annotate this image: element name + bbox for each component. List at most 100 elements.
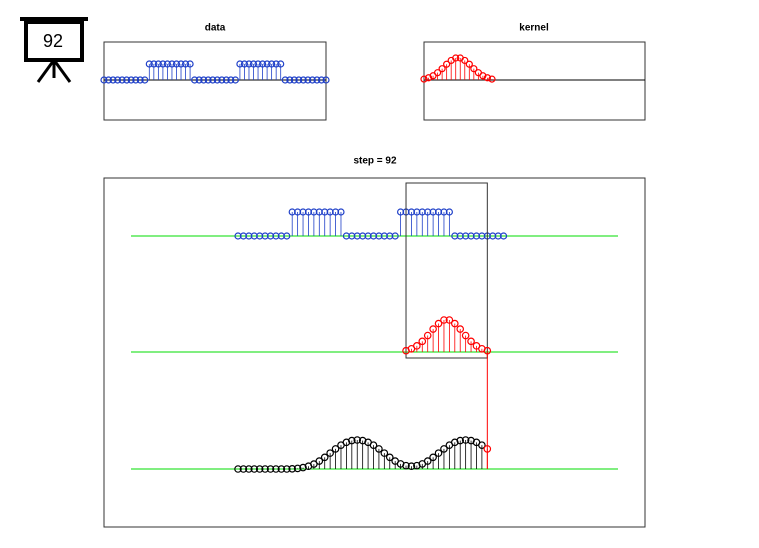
- stem-marker: [315, 457, 324, 465]
- stem-marker: [440, 316, 448, 324]
- stem-marker: [150, 60, 158, 68]
- stem-marker: [418, 337, 427, 346]
- stem-marker: [353, 436, 362, 444]
- stem-marker: [331, 445, 340, 453]
- stem-marker: [424, 74, 433, 82]
- stem-marker: [159, 60, 167, 68]
- stem-marker: [483, 445, 492, 453]
- stem-marker: [209, 76, 217, 84]
- stem-marker: [191, 76, 199, 84]
- stem-marker: [104, 76, 113, 84]
- stem-marker: [109, 76, 117, 84]
- stem-marker: [282, 465, 291, 473]
- stem-marker: [239, 465, 248, 473]
- stem-marker: [236, 60, 244, 68]
- stem-marker: [250, 465, 259, 473]
- stem-marker: [445, 316, 454, 324]
- stem-marker: [172, 60, 181, 68]
- stem-marker: [295, 76, 303, 84]
- stem-marker: [423, 457, 432, 465]
- stem-marker: [429, 453, 437, 462]
- stem-marker: [478, 441, 486, 449]
- stem-marker: [461, 436, 470, 444]
- stem-marker: [433, 69, 442, 77]
- stem-marker: [348, 436, 356, 445]
- stem-marker: [200, 76, 208, 84]
- stem-marker: [249, 60, 258, 68]
- stem-marker: [177, 60, 185, 68]
- stem-marker: [317, 76, 326, 84]
- stem-marker: [380, 449, 389, 457]
- stem-marker: [283, 232, 291, 240]
- stem-marker: [168, 60, 176, 68]
- stem-marker: [245, 465, 253, 473]
- stem-marker: [255, 465, 264, 473]
- icon-leg: [52, 59, 72, 83]
- panel-title: kernel: [519, 23, 549, 34]
- stem-marker: [483, 74, 492, 82]
- stem-marker: [413, 342, 421, 350]
- stem-marker: [299, 76, 307, 84]
- stem-marker: [118, 76, 126, 84]
- stem-marker: [240, 60, 249, 68]
- panel-title: step = 92: [353, 156, 397, 167]
- stem-marker: [375, 445, 383, 453]
- panel: [103, 41, 327, 121]
- stem-marker: [123, 76, 131, 84]
- stem-marker: [245, 60, 253, 68]
- stem-marker: [423, 331, 432, 340]
- panel: [423, 41, 646, 121]
- stem-marker: [461, 56, 469, 65]
- stem-marker: [438, 65, 446, 73]
- stem-marker: [277, 465, 286, 473]
- stem-marker: [369, 441, 378, 449]
- stem-marker: [434, 319, 443, 328]
- stem-marker: [290, 76, 298, 84]
- stem-marker: [277, 60, 285, 68]
- icon-leg: [36, 59, 56, 83]
- stem-marker: [465, 60, 473, 68]
- stem-marker: [499, 232, 508, 240]
- stem-marker: [308, 76, 317, 84]
- stem-marker: [293, 464, 302, 473]
- stem-marker: [299, 463, 307, 472]
- icon: 92: [20, 17, 88, 83]
- stem-marker: [434, 449, 443, 457]
- stem-marker: [231, 76, 239, 84]
- stem-marker: [145, 60, 153, 68]
- stem-marker: [281, 76, 289, 84]
- stem-marker: [313, 76, 321, 84]
- stem-marker: [470, 65, 478, 73]
- stem-marker: [452, 54, 460, 62]
- stem-marker: [266, 465, 275, 473]
- stem-marker: [288, 465, 297, 473]
- stem-marker: [429, 325, 437, 333]
- stem-marker: [461, 331, 470, 340]
- stem-marker: [181, 60, 190, 68]
- stem-marker: [261, 465, 269, 473]
- stem-marker: [268, 60, 276, 68]
- stem-marker: [218, 76, 226, 84]
- stem-marker: [326, 449, 334, 457]
- stem-marker: [204, 76, 212, 84]
- stem-marker: [100, 76, 108, 84]
- stem-marker: [186, 60, 194, 68]
- stem-marker: [154, 60, 162, 68]
- stem-marker: [322, 76, 330, 84]
- icon-label: 92: [43, 31, 63, 51]
- stem-marker: [450, 319, 459, 328]
- stem-marker: [320, 453, 329, 462]
- stem-marker: [272, 465, 280, 473]
- stem-marker: [443, 60, 451, 68]
- stem-marker: [420, 75, 428, 83]
- stem-marker: [337, 208, 345, 216]
- panel: [103, 177, 646, 528]
- stem-marker: [254, 60, 262, 68]
- window: [405, 182, 488, 359]
- stem-marker: [440, 445, 448, 453]
- stem-marker: [479, 72, 487, 80]
- stem-marker: [258, 60, 267, 68]
- stem-marker: [263, 60, 271, 68]
- stem-marker: [132, 76, 140, 84]
